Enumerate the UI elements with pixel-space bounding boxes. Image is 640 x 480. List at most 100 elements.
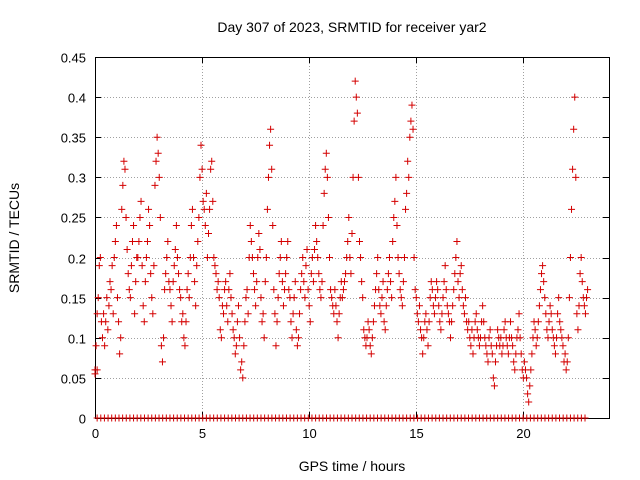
data-point [417, 326, 425, 334]
data-point [510, 358, 518, 366]
data-point [383, 286, 391, 294]
data-point [527, 366, 535, 374]
data-point [498, 350, 506, 358]
data-point [359, 294, 367, 302]
data-point [113, 294, 121, 302]
data-point [156, 213, 164, 221]
x-axis-label: GPS time / hours [299, 458, 406, 474]
data-point [191, 278, 199, 286]
data-point [486, 326, 494, 334]
data-point [318, 278, 326, 286]
data-point [398, 302, 406, 310]
data-point [123, 246, 131, 254]
data-point [450, 286, 458, 294]
data-point [381, 326, 389, 334]
data-point [504, 350, 512, 358]
data-point [201, 221, 209, 229]
data-point [475, 342, 483, 350]
data-point [157, 342, 165, 350]
data-point [334, 334, 342, 342]
data-point [425, 318, 433, 326]
data-point [480, 318, 488, 326]
data-point [199, 197, 207, 205]
data-point [111, 238, 119, 246]
data-point [256, 246, 264, 254]
data-point [358, 278, 366, 286]
data-point [577, 254, 585, 262]
data-point [192, 302, 200, 310]
data-point [233, 318, 241, 326]
data-point [511, 366, 519, 374]
data-point [406, 133, 414, 141]
data-point [335, 310, 343, 318]
data-point [237, 366, 245, 374]
data-point [413, 310, 421, 318]
data-point [377, 310, 385, 318]
data-point [546, 302, 554, 310]
data-point [312, 221, 320, 229]
data-point [408, 101, 416, 109]
data-point [229, 326, 237, 334]
data-point [261, 278, 269, 286]
data-point [554, 310, 562, 318]
data-point [118, 205, 126, 213]
data-point [410, 254, 418, 262]
data-point [353, 109, 361, 117]
data-point [260, 334, 268, 342]
data-point [411, 286, 419, 294]
data-point [96, 254, 104, 262]
data-point [491, 358, 499, 366]
data-point [390, 213, 398, 221]
data-point [207, 165, 215, 173]
y-tick-label: 0.1 [68, 332, 86, 347]
data-point [573, 310, 581, 318]
data-point [172, 221, 180, 229]
data-point [213, 286, 221, 294]
data-point [240, 342, 248, 350]
data-point [539, 262, 547, 270]
data-point [545, 318, 553, 326]
data-point [162, 270, 170, 278]
data-point [488, 350, 496, 358]
data-point [175, 270, 183, 278]
data-point [287, 318, 295, 326]
data-point [351, 77, 359, 85]
data-point [116, 350, 124, 358]
data-point [294, 334, 302, 342]
data-point [124, 270, 132, 278]
data-point [278, 278, 286, 286]
data-point [558, 334, 566, 342]
data-point [195, 213, 203, 221]
data-point [403, 189, 411, 197]
data-point [94, 294, 102, 302]
data-point [154, 149, 162, 157]
y-tick-label: 0.35 [61, 131, 86, 146]
data-point [457, 262, 465, 270]
data-point [171, 246, 179, 254]
data-point [291, 278, 299, 286]
data-point [462, 294, 470, 302]
data-point [576, 270, 584, 278]
data-point [320, 189, 328, 197]
data-point [181, 342, 189, 350]
data-point [163, 254, 171, 262]
data-point [531, 326, 539, 334]
data-point [455, 294, 463, 302]
x-tick-label: 5 [199, 426, 206, 441]
data-point [285, 286, 293, 294]
data-point [258, 318, 266, 326]
data-point [255, 229, 263, 237]
data-point [407, 117, 415, 125]
data-point [305, 302, 313, 310]
data-point [448, 318, 456, 326]
data-point [347, 270, 355, 278]
data-point [136, 213, 144, 221]
data-point [467, 342, 475, 350]
data-point [173, 254, 181, 262]
data-point [183, 286, 191, 294]
data-point [187, 221, 195, 229]
data-point [515, 310, 523, 318]
data-point [479, 302, 487, 310]
plot-frame [95, 57, 610, 419]
data-point [149, 310, 157, 318]
